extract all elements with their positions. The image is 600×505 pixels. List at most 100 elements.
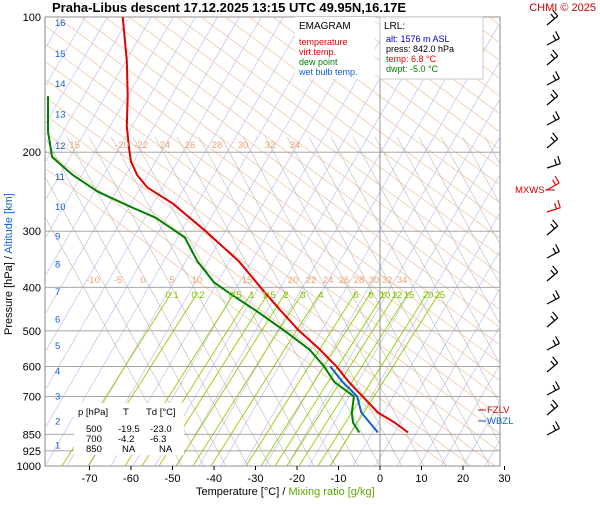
wind-barb-staff xyxy=(546,117,560,126)
wind-barb-staff xyxy=(546,405,559,416)
dry-adiabat-label: 30 xyxy=(369,275,380,286)
dry-adiabat-label: 26 xyxy=(339,275,350,286)
wind-barb-feather xyxy=(550,315,556,321)
legend-item-wet-bulb: wet bulb temp. xyxy=(298,67,358,77)
dry-adiabat-label: 24 xyxy=(160,140,171,151)
x-axis-label: Temperature [°C] / Mixing ratio [g/kg] xyxy=(196,486,375,498)
wind-barb xyxy=(546,399,559,416)
dry-adiabat-label: 34 xyxy=(397,275,408,286)
moist-adiabat-line xyxy=(352,136,500,405)
lrl-temperature: temp: 6.8 °C xyxy=(386,54,437,64)
table-cell: 700 xyxy=(86,434,102,445)
altitude-tick-label: 10 xyxy=(55,202,66,213)
isotherm-line xyxy=(88,17,350,466)
wind-barb xyxy=(546,155,561,169)
dew-point-line xyxy=(47,96,361,434)
isotherm-line xyxy=(352,211,500,466)
summary-table xyxy=(74,403,184,455)
wind-barb-feather xyxy=(555,31,560,39)
legend-item-temperature: temperature xyxy=(299,37,348,47)
dry-adiabat-line xyxy=(561,17,600,466)
dry-adiabat-line xyxy=(128,17,500,293)
dry-adiabat-line xyxy=(176,17,500,257)
y-tick-label: 1000 xyxy=(17,461,41,473)
table-cell: 500 xyxy=(86,424,102,435)
isotherm-line xyxy=(110,17,372,466)
wind-barb-staff xyxy=(546,362,559,373)
altitude-tick-label: 2 xyxy=(55,416,60,427)
dry-adiabat-label: 32 xyxy=(382,275,393,286)
altitude-tick-label: 1 xyxy=(55,440,60,451)
wind-barb xyxy=(546,311,559,328)
moist-adiabat-line xyxy=(45,136,227,466)
wind-barb xyxy=(546,421,560,436)
moist-adiabat-line xyxy=(198,136,381,466)
y-tick-label: 925 xyxy=(23,446,41,458)
dry-adiabat-line xyxy=(585,17,600,466)
isotherm-line xyxy=(45,17,262,391)
altitude-tick-label: 6 xyxy=(55,315,60,326)
dry-adiabat-label: 5 xyxy=(169,275,174,286)
dry-adiabat-label: 32 xyxy=(265,140,276,151)
isotherm-line xyxy=(220,17,482,466)
mixing-ratio-label: 1 xyxy=(249,290,254,301)
wind-barb xyxy=(546,49,559,66)
altitude-tick-label: 7 xyxy=(55,287,60,298)
marker-fzlv: FZLV xyxy=(487,405,510,416)
wind-barb-feather xyxy=(552,74,557,81)
wind-barb xyxy=(546,111,560,126)
wind-barb-staff xyxy=(546,317,559,328)
moist-adiabat-line xyxy=(264,136,447,466)
y-tick-label: 600 xyxy=(23,361,41,373)
isotherm-line xyxy=(595,17,600,466)
lrl-pressure: press: 842.0 hPa xyxy=(386,44,454,54)
wind-barb-feather xyxy=(552,356,559,364)
wind-barb-staff xyxy=(546,95,559,106)
wind-barb-feather xyxy=(552,179,557,186)
x-tick-label: -30 xyxy=(248,473,264,485)
isotherm-line xyxy=(45,17,240,354)
wind-barb-feather xyxy=(552,89,559,97)
dry-adiabat-label: 24 xyxy=(323,275,334,286)
x-tick-label: -70 xyxy=(82,473,98,485)
wind-barb-feather xyxy=(552,265,559,273)
y-tick-label: 700 xyxy=(23,391,41,403)
table-cell: -4.2 xyxy=(118,434,134,445)
wind-barb-staff xyxy=(546,271,559,282)
wind-barb xyxy=(546,219,559,236)
mixing-ratio-label: 12 xyxy=(392,290,403,301)
dry-adiabat-line xyxy=(45,78,500,417)
dry-adiabat-line xyxy=(45,60,500,399)
mixing-ratio-label: 0.1 xyxy=(165,290,178,301)
mixing-ratio-line xyxy=(192,291,304,466)
dry-adiabat-line xyxy=(224,17,500,222)
x-tick-label: 20 xyxy=(457,473,469,485)
altitude-tick-label: 13 xyxy=(55,110,66,121)
wind-barb-feather xyxy=(552,9,559,17)
wind-barb-feather xyxy=(552,132,559,140)
table-cell: -6.3 xyxy=(150,434,166,445)
wind-barb xyxy=(546,89,559,106)
altitude-tick-label: 14 xyxy=(55,79,66,90)
isotherm-line xyxy=(396,287,500,466)
altitude-tick-label: 4 xyxy=(55,367,60,378)
wind-barb-staff xyxy=(546,182,560,191)
lrl-altitude: alt: 1576 m ASL xyxy=(386,34,450,44)
moist-adiabat-line xyxy=(308,136,491,466)
dry-adiabat-label: 15 xyxy=(242,275,253,286)
wind-barb-staff xyxy=(546,55,559,66)
isotherm-line xyxy=(45,17,196,278)
mixing-ratio-line xyxy=(274,291,386,466)
moist-adiabat-line xyxy=(462,136,500,205)
table-cell: NA xyxy=(122,444,136,455)
wind-barb-feather xyxy=(557,199,561,208)
wind-barb-feather xyxy=(555,421,560,429)
dry-adiabat-label: 28 xyxy=(354,275,365,286)
dry-adiabat-label: 34 xyxy=(290,140,301,151)
wind-barb-feather xyxy=(552,424,557,431)
moist-adiabat-line xyxy=(220,136,403,466)
wind-barb-staff xyxy=(546,207,561,213)
mixing-ratio-label: 10 xyxy=(380,290,391,301)
